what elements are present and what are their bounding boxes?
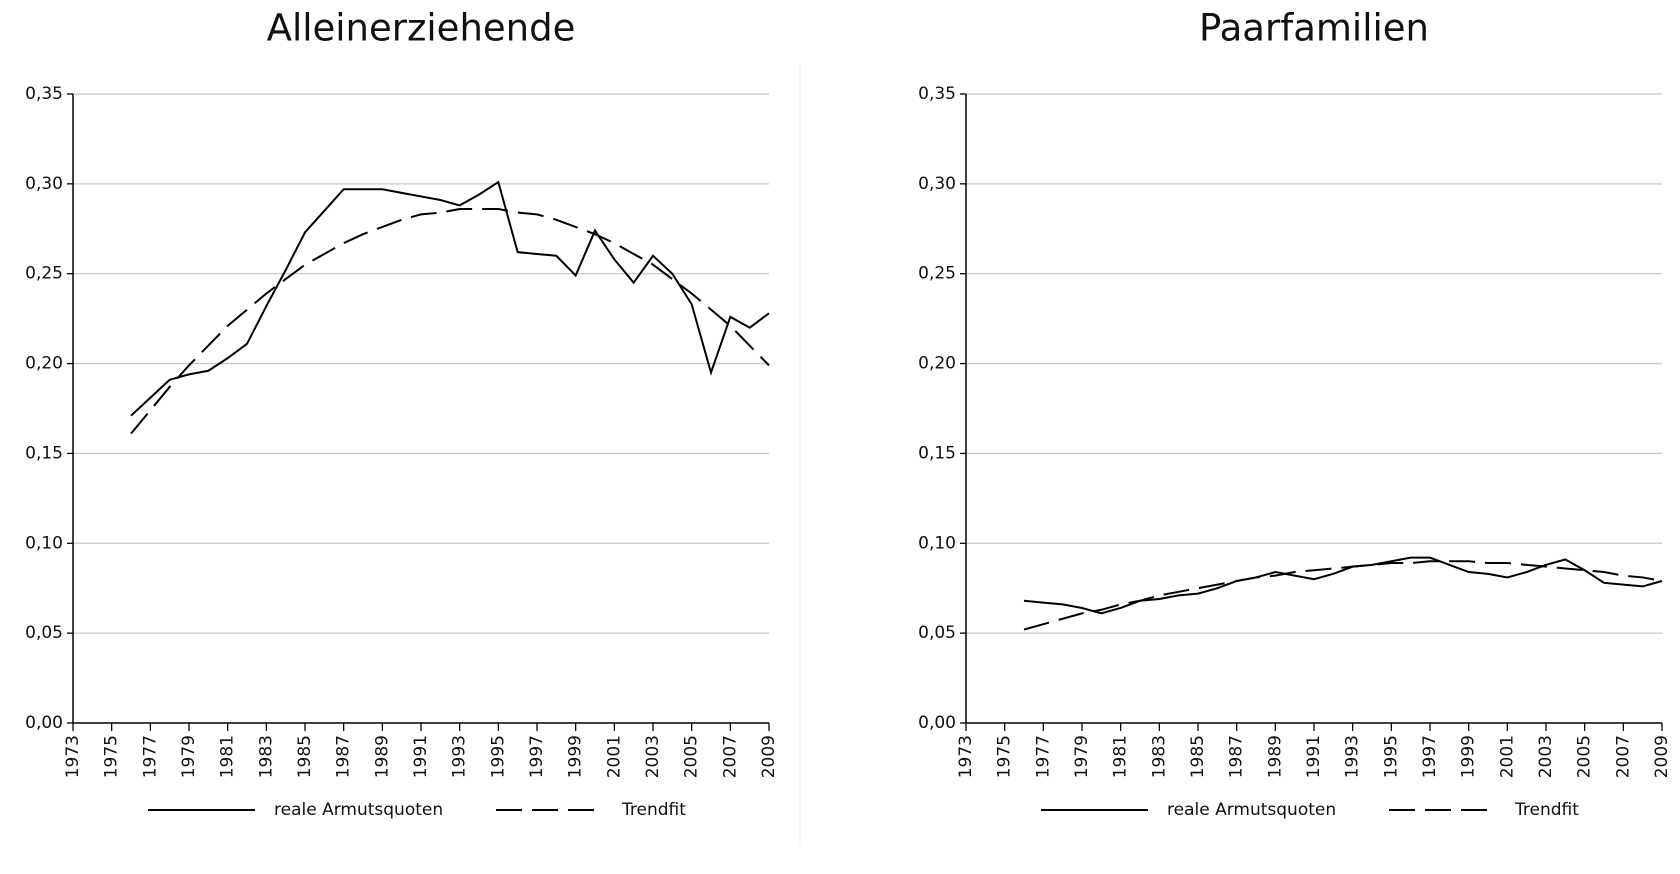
series-line: [130, 208, 770, 435]
x-tick-label: 1987: [1227, 735, 1247, 778]
legend-label: reale Armutsquoten: [1167, 800, 1336, 820]
x-tick-label: 1975: [102, 735, 122, 778]
y-tick-label: 0,05: [25, 623, 63, 643]
x-tick-label: 1983: [256, 735, 276, 778]
y-tick-label: 0,00: [918, 713, 956, 733]
y-tick-label: 0,35: [918, 84, 956, 104]
x-tick-label: 1979: [179, 735, 199, 778]
x-tick-label: 1977: [140, 735, 160, 778]
legend-label: reale Armutsquoten: [274, 800, 443, 820]
y-tick-label: 0,30: [918, 174, 956, 194]
y-tick-label: 0,25: [918, 264, 956, 284]
x-tick-label: 2009: [1652, 735, 1672, 778]
x-tick-label: 2003: [643, 735, 663, 778]
x-tick-label: 1995: [488, 735, 508, 778]
x-tick-label: 2001: [1497, 735, 1517, 778]
legend-label: Trendfit: [1514, 800, 1579, 820]
y-tick-label: 0,05: [918, 623, 956, 643]
x-tick-label: 1987: [334, 735, 354, 778]
x-tick-label: 1977: [1033, 735, 1053, 778]
series-line: [130, 180, 770, 417]
x-tick-label: 1999: [1459, 735, 1479, 778]
x-tick-label: 1973: [63, 735, 83, 778]
y-tick-label: 0,15: [25, 443, 63, 463]
x-tick-label: 1989: [1265, 735, 1285, 778]
x-tick-label: 2007: [720, 735, 740, 778]
x-tick-label: 2009: [759, 735, 779, 778]
y-tick-label: 0,00: [25, 713, 63, 733]
y-tick-label: 0,20: [918, 354, 956, 374]
x-tick-label: 1993: [1343, 735, 1363, 778]
y-tick-label: 0,10: [918, 533, 956, 553]
x-tick-label: 2005: [1575, 735, 1595, 778]
x-tick-label: 2007: [1613, 735, 1633, 778]
x-tick-label: 1989: [372, 735, 392, 778]
x-tick-label: 2005: [682, 735, 702, 778]
x-tick-label: 1981: [1111, 735, 1131, 778]
y-tick-label: 0,10: [25, 533, 63, 553]
x-tick-label: 1997: [527, 735, 547, 778]
x-tick-label: 1973: [956, 735, 976, 778]
x-tick-label: 1985: [1188, 735, 1208, 778]
x-tick-label: 1985: [295, 735, 315, 778]
x-tick-label: 2003: [1536, 735, 1556, 778]
chart-title: Paarfamilien: [1199, 7, 1429, 50]
series-line: [1023, 560, 1663, 631]
x-tick-label: 1997: [1420, 735, 1440, 778]
y-tick-label: 0,25: [25, 264, 63, 284]
x-tick-label: 1993: [450, 735, 470, 778]
y-tick-label: 0,35: [25, 84, 63, 104]
y-tick-label: 0,20: [25, 354, 63, 374]
y-tick-label: 0,15: [918, 443, 956, 463]
x-tick-label: 1975: [995, 735, 1015, 778]
x-tick-label: 2001: [604, 735, 624, 778]
legend-label: Trendfit: [621, 800, 686, 820]
x-tick-label: 1991: [1304, 735, 1324, 778]
x-tick-label: 1991: [411, 735, 431, 778]
x-tick-label: 1983: [1149, 735, 1169, 778]
y-tick-label: 0,30: [25, 174, 63, 194]
chart-title: Alleinerziehende: [267, 7, 576, 50]
series-line: [1023, 556, 1663, 615]
x-tick-label: 1979: [1072, 735, 1092, 778]
x-tick-label: 1995: [1381, 735, 1401, 778]
x-tick-label: 1981: [218, 735, 238, 778]
x-tick-label: 1999: [566, 735, 586, 778]
